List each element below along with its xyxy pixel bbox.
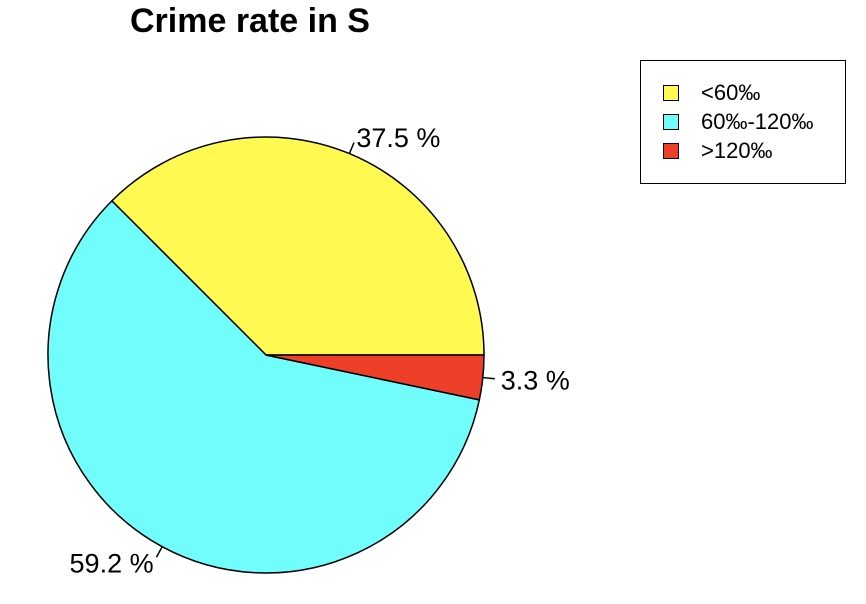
legend: <60‰ 60‰-120‰ >120‰: [640, 60, 846, 184]
pie-labels: 37.5 % 59.2 % 3.3 %: [70, 123, 570, 579]
pie-label-tick-high: [482, 376, 495, 380]
legend-item-low: <60‰: [663, 80, 761, 105]
pie-label-low: 37.5 %: [356, 123, 440, 153]
pie-label-tick-low: [348, 142, 355, 154]
legend-swatch-mid: [663, 114, 679, 130]
legend-swatch-high: [663, 143, 679, 159]
legend-label-low: <60‰: [701, 80, 761, 105]
legend-swatch-low: [663, 85, 679, 101]
legend-item-mid: 60‰-120‰: [663, 109, 814, 134]
legend-label-mid: 60‰-120‰: [701, 109, 814, 134]
pie-slice-low: [110, 136, 485, 356]
chart-title: Crime rate in S: [130, 2, 370, 40]
legend-label-high: >120‰: [701, 138, 773, 163]
pie-slices: [47, 136, 485, 574]
pie-label-tick-mid: [155, 546, 163, 558]
legend-item-high: >120‰: [663, 138, 773, 163]
pie-label-high: 3.3 %: [501, 365, 570, 395]
pie-label-mid: 59.2 %: [70, 549, 154, 579]
